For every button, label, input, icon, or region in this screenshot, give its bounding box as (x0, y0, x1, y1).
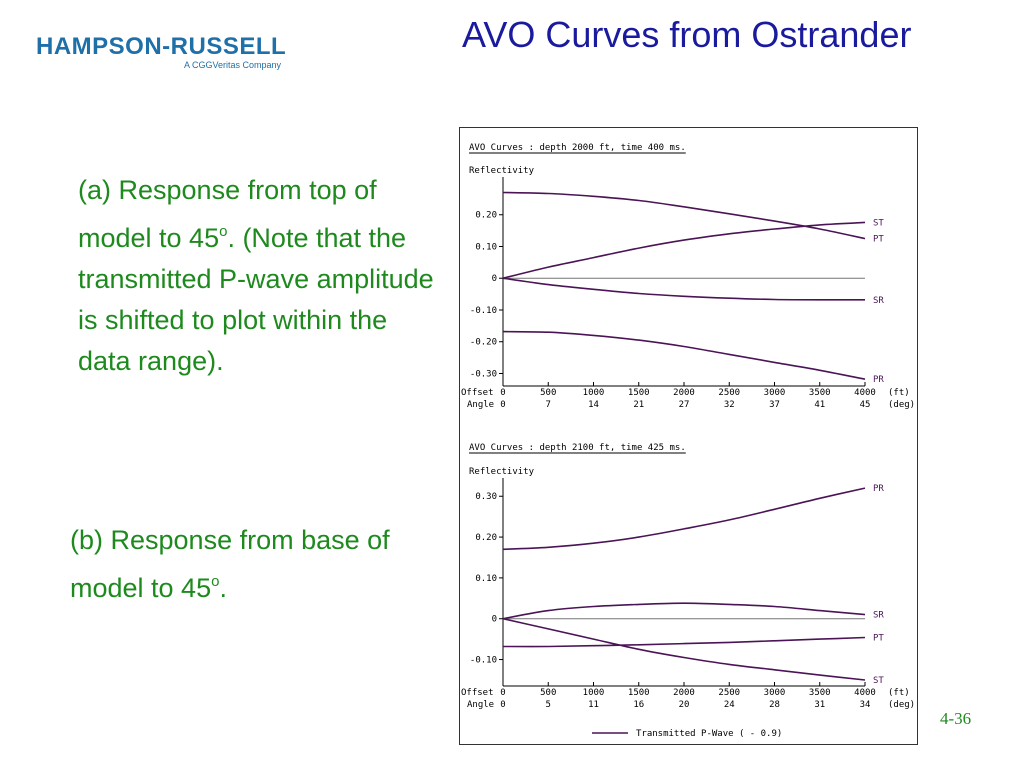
slide-title: AVO Curves from Ostrander (462, 14, 912, 55)
chart-0-angle-label: Angle (467, 400, 494, 410)
chart-1-angle-tick-label: 11 (588, 700, 599, 710)
chart-1-angle-tick-label: 34 (860, 700, 871, 710)
chart-0-angle-tick-label: 21 (633, 400, 644, 410)
chart-0-ytick-label: 0 (492, 274, 497, 284)
company-logo: HAMPSON-RUSSELL A CGGVeritas Company (36, 33, 296, 71)
chart-1-legend-label: Transmitted P-Wave ( - 0.9) (636, 729, 782, 739)
chart-1-angle-tick-label: 5 (546, 700, 551, 710)
chart-0-series-st (502, 221, 866, 279)
chart-0-angle-tick-label: 41 (814, 400, 825, 410)
chart-1-angle-tick-label: 24 (724, 700, 735, 710)
chart-0-offset-tick-label: 2000 (673, 388, 695, 398)
chart-1-offset-tick-label: 3000 (764, 688, 786, 698)
chart-1-angle-label: Angle (467, 700, 494, 710)
chart-1-angle-tick-label: 16 (633, 700, 644, 710)
chart-0-offset-tick-label: 500 (540, 388, 556, 398)
chart-0-angle-tick-label: 37 (769, 400, 780, 410)
chart-0-offset-tick-label: 4000 (854, 388, 876, 398)
chart-1-series-sr (502, 602, 866, 620)
caption-b-tail: . (219, 573, 227, 603)
chart-1-series-label-st: ST (873, 676, 884, 686)
caption-b-degree: o (211, 573, 220, 590)
chart-0-offset-tick-label: 2500 (718, 388, 740, 398)
chart-0-offset-label: Offset (461, 388, 494, 398)
chart-1-ytick-label: -0.10 (470, 656, 497, 666)
chart-0-angle-tick-label: 45 (860, 400, 871, 410)
chart-0-angle-unit: (deg) (888, 400, 915, 410)
chart-0-offset-tick-label: 1000 (583, 388, 605, 398)
chart-0-ytick-label: -0.20 (470, 338, 497, 348)
chart-0-ylabel: Reflectivity (469, 166, 535, 176)
avo-figure: AVO Curves : depth 2000 ft, time 400 ms.… (459, 127, 918, 745)
chart-0-ytick-label: -0.10 (470, 306, 497, 316)
chart-0-offset-unit: (ft) (888, 388, 910, 398)
logo-text: HAMPSON-RUSSELL (36, 33, 287, 60)
chart-1-offset-tick-label: 500 (540, 688, 556, 698)
chart-0-series-pt (502, 191, 866, 240)
chart-0-angle-tick-label: 32 (724, 400, 735, 410)
chart-1-offset-unit: (ft) (888, 688, 910, 698)
chart-0-angle-tick-label: 0 (500, 400, 505, 410)
chart-1-angle-tick-label: 28 (769, 700, 780, 710)
chart-1-ytick-label: 0.30 (475, 492, 497, 502)
chart-0-offset-tick-label: 1500 (628, 388, 650, 398)
caption-b-text: (b) Response from base of model to 45 (70, 525, 390, 603)
chart-1-offset-tick-label: 0 (500, 688, 505, 698)
chart-1-offset-tick-label: 2000 (673, 688, 695, 698)
chart-0-offset-tick-label: 3500 (809, 388, 831, 398)
chart-0-series-sr (502, 277, 866, 301)
chart-1-offset-tick-label: 3500 (809, 688, 831, 698)
caption-b: (b) Response from base of model to 45o. (70, 520, 450, 609)
caption-a-text: (a) Response from top of model to 45 (78, 175, 377, 253)
chart-0-offset-tick-label: 3000 (764, 388, 786, 398)
chart-1-angle-tick-label: 20 (679, 700, 690, 710)
chart-1-ytick-label: 0.20 (475, 533, 497, 543)
chart-1-series-label-pr: PR (873, 484, 884, 494)
chart-0-offset-tick-label: 0 (500, 388, 505, 398)
slide-number: 4-36 (940, 709, 972, 728)
chart-1-offset-tick-label: 2500 (718, 688, 740, 698)
chart-1-angle-tick-label: 0 (500, 700, 505, 710)
chart-0-title: AVO Curves : depth 2000 ft, time 400 ms. (469, 143, 686, 153)
chart-1-offset-label: Offset (461, 688, 494, 698)
chart-0-ytick-label: 0.10 (475, 242, 497, 252)
chart-0-series-label-pt: PT (873, 235, 884, 245)
chart-1-ytick-label: 0.10 (475, 574, 497, 584)
chart-1-series-label-sr: SR (873, 611, 884, 621)
chart-1-offset-tick-label: 4000 (854, 688, 876, 698)
chart-1-ylabel: Reflectivity (469, 467, 535, 477)
chart-1-series-pt (502, 636, 866, 648)
chart-0-series-pr (502, 330, 866, 380)
chart-1-offset-tick-label: 1000 (583, 688, 605, 698)
chart-1-series-pr (502, 487, 866, 551)
chart-0-angle-tick-label: 7 (546, 400, 551, 410)
chart-0-ytick-label: 0.20 (475, 211, 497, 221)
caption-a: (a) Response from top of model to 45o. (… (78, 170, 438, 382)
caption-a-tail: . (Note that the transmitted P-wave ampl… (78, 223, 434, 376)
logo-subtitle: A CGGVeritas Company (184, 60, 282, 70)
chart-0-series-label-pr: PR (873, 375, 884, 385)
chart-1-angle-unit: (deg) (888, 700, 915, 710)
chart-1-offset-tick-label: 1500 (628, 688, 650, 698)
chart-1-ytick-label: 0 (492, 615, 497, 625)
chart-1-series-label-pt: PT (873, 634, 884, 644)
chart-0-ytick-label: -0.30 (470, 369, 497, 379)
chart-1-series-st (502, 617, 866, 681)
avo-charts: AVO Curves : depth 2000 ft, time 400 ms.… (461, 143, 915, 739)
chart-0-angle-tick-label: 14 (588, 400, 599, 410)
caption-a-degree: o (219, 223, 228, 240)
chart-0-series-label-sr: SR (873, 296, 884, 306)
chart-1-angle-tick-label: 31 (814, 700, 825, 710)
chart-1-title: AVO Curves : depth 2100 ft, time 425 ms. (469, 443, 686, 453)
chart-0-series-label-st: ST (873, 218, 884, 228)
chart-0-angle-tick-label: 27 (679, 400, 690, 410)
